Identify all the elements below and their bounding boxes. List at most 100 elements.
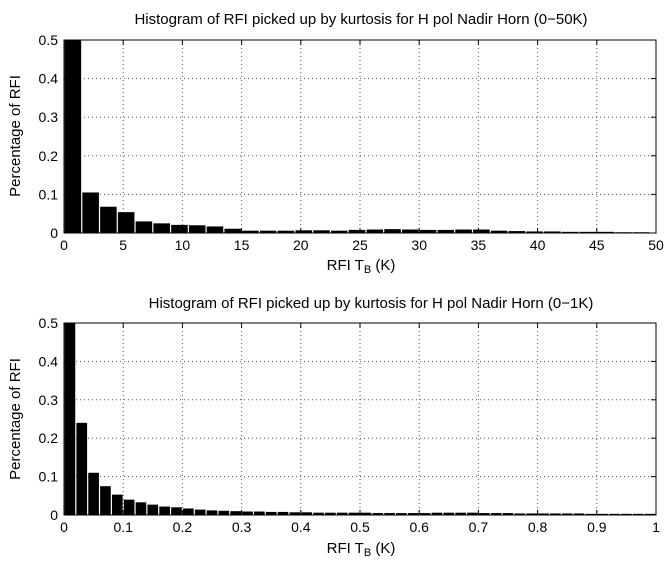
histogram-bar (609, 513, 620, 515)
histogram-bar (171, 224, 188, 233)
y-tick-label: 0.2 (39, 430, 59, 446)
histogram-bar (188, 225, 206, 233)
histogram-bar (183, 508, 194, 515)
histogram-bar (336, 512, 348, 515)
x-tick-label: 45 (589, 237, 605, 253)
histogram-bar (467, 512, 478, 515)
histogram-panel-0-1k: Histogram of RFI picked up by kurtosis f… (7, 295, 660, 559)
x-tick-label: 0.2 (173, 519, 193, 535)
histogram-panel-0-50k: Histogram of RFI picked up by kurtosis f… (7, 11, 664, 276)
histogram-bar (277, 230, 295, 233)
histogram-bar (632, 513, 644, 515)
histogram-bar (561, 513, 573, 515)
x-tick-label: 0 (60, 237, 68, 253)
histogram-bar (64, 323, 76, 515)
histogram-bar (242, 511, 253, 515)
histogram-bar (277, 511, 289, 515)
histogram-bar (585, 513, 597, 515)
histogram-bar (82, 192, 99, 233)
x-tick-label: 1 (652, 519, 660, 535)
histogram-bar (514, 513, 526, 515)
x-tick-label: 20 (293, 237, 309, 253)
histogram-bar (508, 231, 526, 233)
histogram-bar (443, 512, 455, 515)
x-tick-label: 40 (530, 237, 546, 253)
histogram-bar (550, 513, 561, 515)
histogram-bar (455, 512, 466, 515)
histogram-bar (117, 212, 135, 233)
x-tick-label: 0.3 (232, 519, 252, 535)
x-tick-label: 0.1 (113, 519, 133, 535)
x-tick-label: 0.5 (350, 519, 370, 535)
histogram-bar (573, 513, 585, 515)
x-tick-label: 0.6 (409, 519, 429, 535)
x-tick-label: 10 (175, 237, 191, 253)
histogram-bar (206, 510, 218, 515)
y-axis-label: Percentage of RFI (7, 75, 24, 197)
histogram-bar (230, 511, 241, 515)
histogram-bar (544, 231, 561, 233)
histogram-bar (265, 511, 277, 515)
x-tick-label: 5 (119, 237, 127, 253)
histogram-bar (473, 229, 490, 233)
histogram-bar (437, 229, 455, 233)
histogram-bar (325, 512, 336, 515)
y-tick-label: 0.1 (39, 469, 59, 485)
histogram-bar (396, 513, 407, 515)
histogram-bar (100, 486, 111, 515)
histogram-bar (538, 513, 549, 515)
histogram-bar (526, 513, 537, 515)
histogram-bar (111, 494, 123, 515)
histogram-bar (135, 221, 153, 233)
y-tick-label: 0.3 (39, 109, 59, 125)
histogram-bar (384, 229, 401, 233)
histogram-bar (402, 229, 419, 233)
bar-series (64, 323, 656, 515)
histogram-bar (597, 231, 614, 233)
histogram-bar (366, 229, 384, 233)
histogram-bar (295, 230, 313, 233)
x-tick-label: 0 (60, 519, 68, 535)
histogram-bar (254, 511, 265, 515)
histogram-bar (64, 40, 82, 233)
y-tick-label: 0.5 (39, 32, 59, 48)
histogram-bar (147, 504, 159, 515)
y-tick-labels: 0 0.1 0.2 0.3 0.4 0.5 (39, 315, 59, 523)
histogram-bar (419, 513, 431, 515)
grid-lines (64, 323, 656, 515)
x-tick-label: 35 (471, 237, 487, 253)
histogram-bar (224, 228, 241, 233)
y-tick-label: 0.3 (39, 392, 59, 408)
x-tick-label: 25 (352, 237, 368, 253)
tick-marks (63, 39, 657, 234)
chart-title: Histogram of RFI picked up by kurtosis f… (134, 11, 587, 28)
histogram-bar (490, 230, 508, 233)
tick-marks (63, 322, 657, 516)
histogram-bar (407, 513, 419, 515)
histogram-bar (384, 513, 395, 515)
histogram-bar (123, 499, 135, 515)
grid-lines (64, 40, 656, 233)
histogram-bar (348, 229, 366, 233)
histogram-bar (242, 230, 259, 233)
histogram-bar (644, 513, 656, 515)
histogram-bar (194, 509, 206, 515)
histogram-bar (218, 510, 230, 515)
bar-series (64, 40, 650, 233)
histogram-bar (348, 512, 360, 515)
histogram-bar (621, 513, 632, 515)
histogram-bar (206, 226, 224, 233)
y-tick-label: 0.2 (39, 148, 59, 164)
histogram-bar (431, 512, 443, 515)
x-axis-label: RFI TB (K) (327, 257, 396, 276)
y-tick-labels: 0 0.1 0.2 0.3 0.4 0.5 (39, 32, 59, 241)
histogram-bar (455, 229, 472, 233)
histogram-bar (313, 230, 330, 233)
y-tick-label: 0.1 (39, 186, 59, 202)
x-tick-labels: 0 5 10 15 20 25 30 35 40 45 50 (60, 237, 664, 253)
histogram-bar (313, 512, 324, 515)
histogram-bar (159, 506, 170, 515)
histogram-bar (372, 513, 384, 515)
